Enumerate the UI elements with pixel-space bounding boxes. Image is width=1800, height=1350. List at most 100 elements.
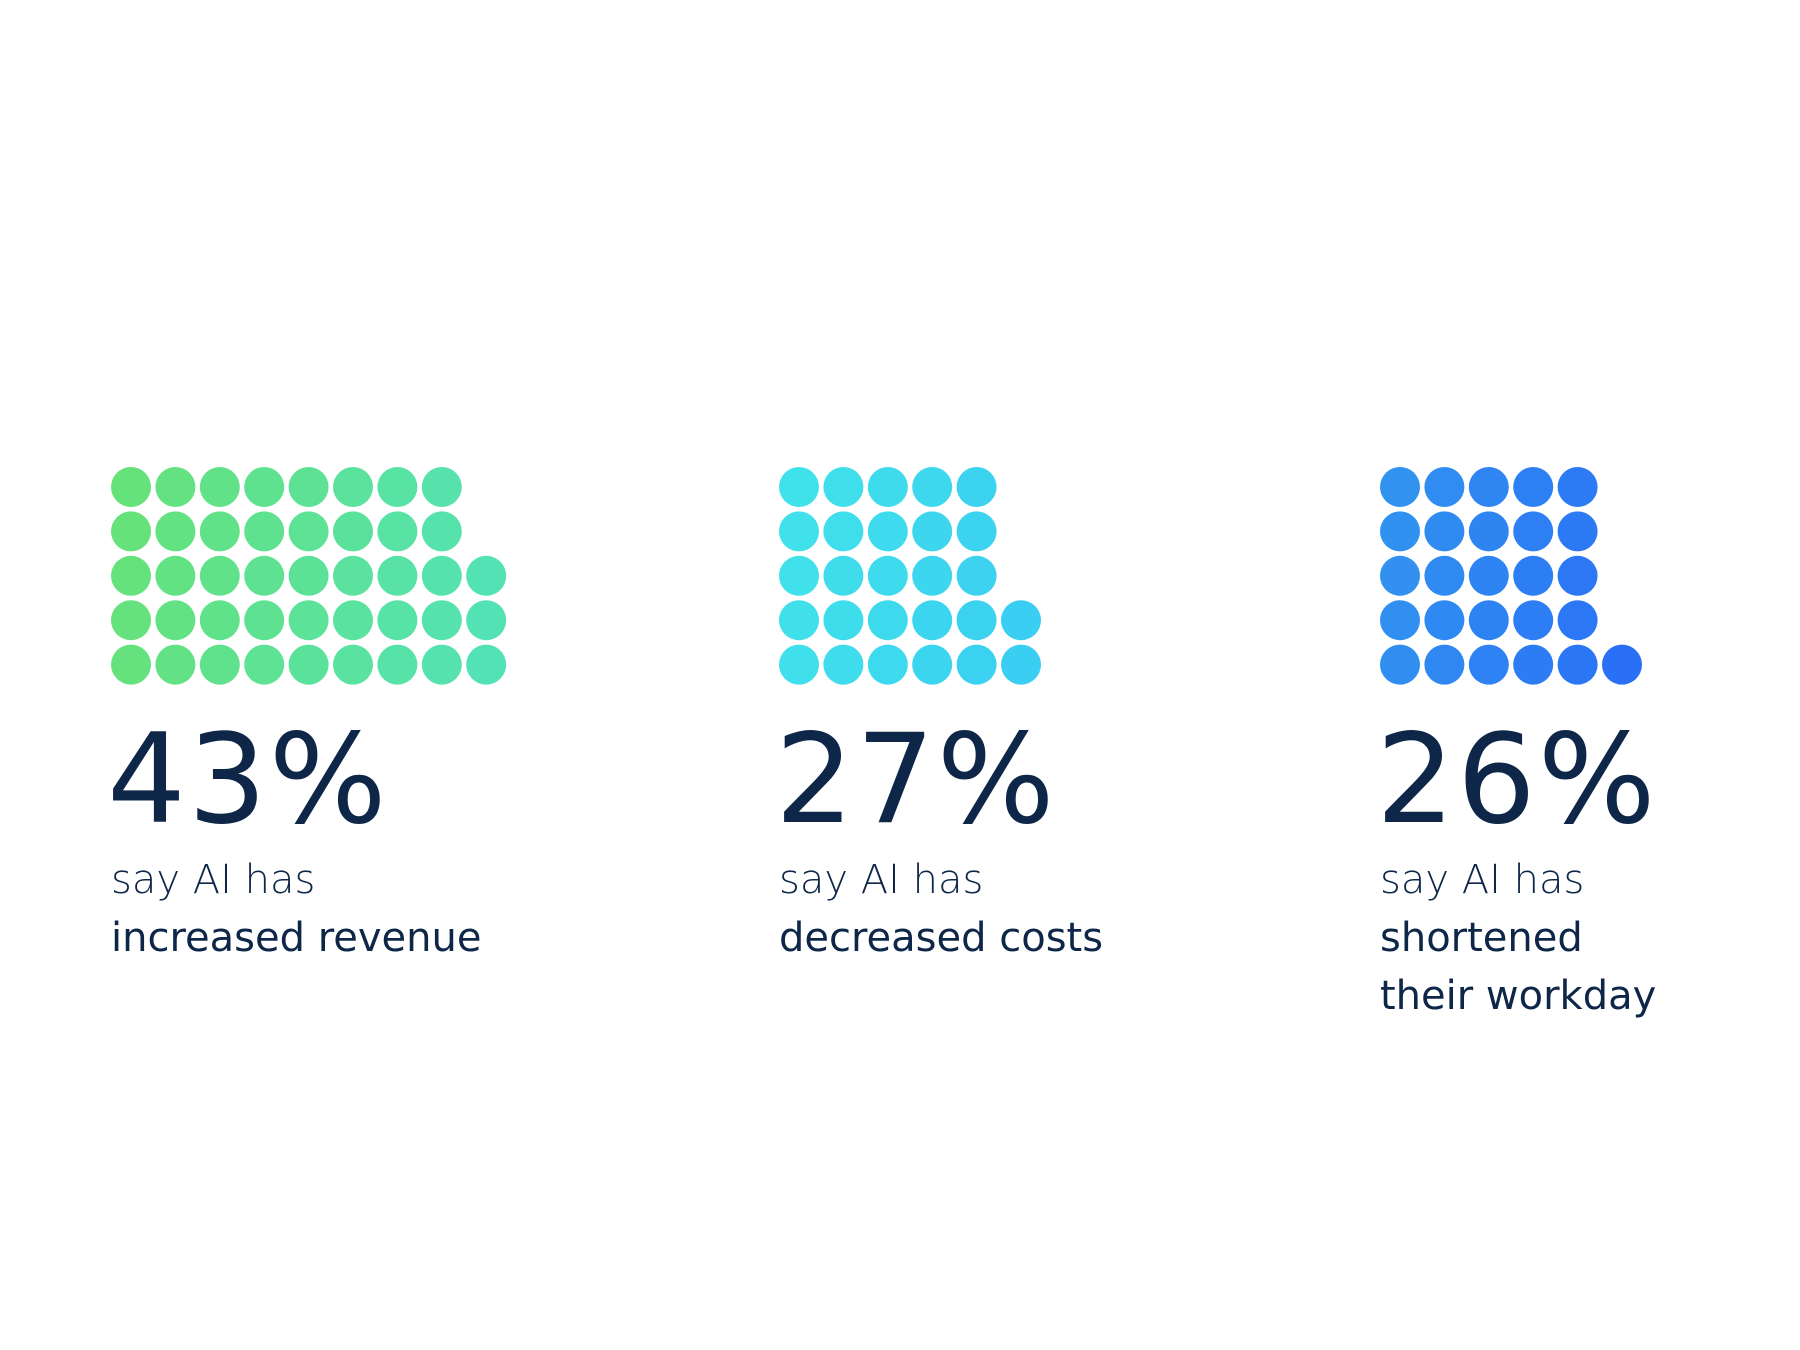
dot (1557, 511, 1598, 552)
dot (421, 600, 462, 641)
label-text: increased revenue (111, 915, 481, 961)
dot (1380, 644, 1420, 685)
dot (823, 600, 864, 641)
dot (1557, 644, 1598, 685)
dot (1513, 511, 1554, 552)
dot (155, 555, 196, 596)
dot (111, 555, 151, 596)
dot (421, 555, 462, 596)
dot (111, 600, 151, 641)
dot (288, 555, 329, 596)
dot (779, 644, 819, 685)
dot (199, 600, 240, 641)
dot (1602, 644, 1642, 685)
dot (1468, 467, 1509, 507)
dot (1424, 644, 1465, 685)
dot (466, 600, 507, 641)
dot (779, 511, 819, 552)
dot (1001, 600, 1041, 641)
dot (244, 600, 285, 641)
intro-text: say AI has (111, 857, 315, 903)
percent-value: 26% (1376, 708, 1658, 852)
dot (333, 467, 373, 507)
dot (867, 511, 908, 552)
dot (912, 644, 953, 685)
dot (1557, 555, 1598, 596)
dot (288, 467, 329, 507)
dot (823, 467, 864, 507)
dot (1513, 555, 1554, 596)
dot (199, 555, 240, 596)
dot (155, 467, 196, 507)
dot (779, 555, 819, 596)
dot (333, 644, 373, 685)
dot (1513, 600, 1554, 641)
dot (244, 644, 285, 685)
dot (244, 555, 285, 596)
dot (1468, 555, 1509, 596)
dot (1380, 555, 1420, 596)
dot (1468, 644, 1509, 685)
dot (466, 644, 507, 685)
dot (1380, 600, 1420, 641)
dot (244, 511, 285, 552)
dot (779, 467, 819, 507)
dot (956, 467, 997, 507)
dot (867, 467, 908, 507)
percent-value: 43% (107, 708, 389, 852)
dot (288, 644, 329, 685)
intro-text: say AI has (1380, 857, 1584, 903)
dot (155, 600, 196, 641)
intro-text: say AI has (779, 857, 983, 903)
dot (155, 644, 196, 685)
dot (1513, 644, 1554, 685)
label-text: shortened (1380, 915, 1583, 961)
dot (199, 467, 240, 507)
dot (823, 644, 864, 685)
dot (1001, 644, 1041, 685)
dot (199, 511, 240, 552)
dot (1513, 467, 1554, 507)
dot (1468, 600, 1509, 641)
dot (377, 555, 418, 596)
dot (244, 467, 285, 507)
dot (421, 467, 462, 507)
dot (867, 555, 908, 596)
dot (199, 644, 240, 685)
dot (377, 467, 418, 507)
dot (912, 511, 953, 552)
dot (1424, 555, 1465, 596)
dot (1468, 511, 1509, 552)
dot (1557, 600, 1598, 641)
dot (867, 600, 908, 641)
dot (1424, 511, 1465, 552)
dot (333, 600, 373, 641)
dot (912, 467, 953, 507)
dot (1380, 511, 1420, 552)
dot (1424, 600, 1465, 641)
dot (288, 511, 329, 552)
dot (421, 511, 462, 552)
dot (377, 644, 418, 685)
dot (333, 555, 373, 596)
percent-value: 27% (775, 708, 1057, 852)
dot (377, 600, 418, 641)
dot (779, 600, 819, 641)
dot (111, 467, 151, 507)
dot (1424, 467, 1465, 507)
dot (912, 555, 953, 596)
dot (377, 511, 418, 552)
dot (466, 555, 507, 596)
dot (1557, 467, 1598, 507)
dot (956, 600, 997, 641)
dot (956, 644, 997, 685)
dot (111, 511, 151, 552)
dot (333, 511, 373, 552)
label-text: decreased costs (779, 915, 1103, 961)
dot (1380, 467, 1420, 507)
dot (155, 511, 196, 552)
dot (912, 600, 953, 641)
dot (111, 644, 151, 685)
